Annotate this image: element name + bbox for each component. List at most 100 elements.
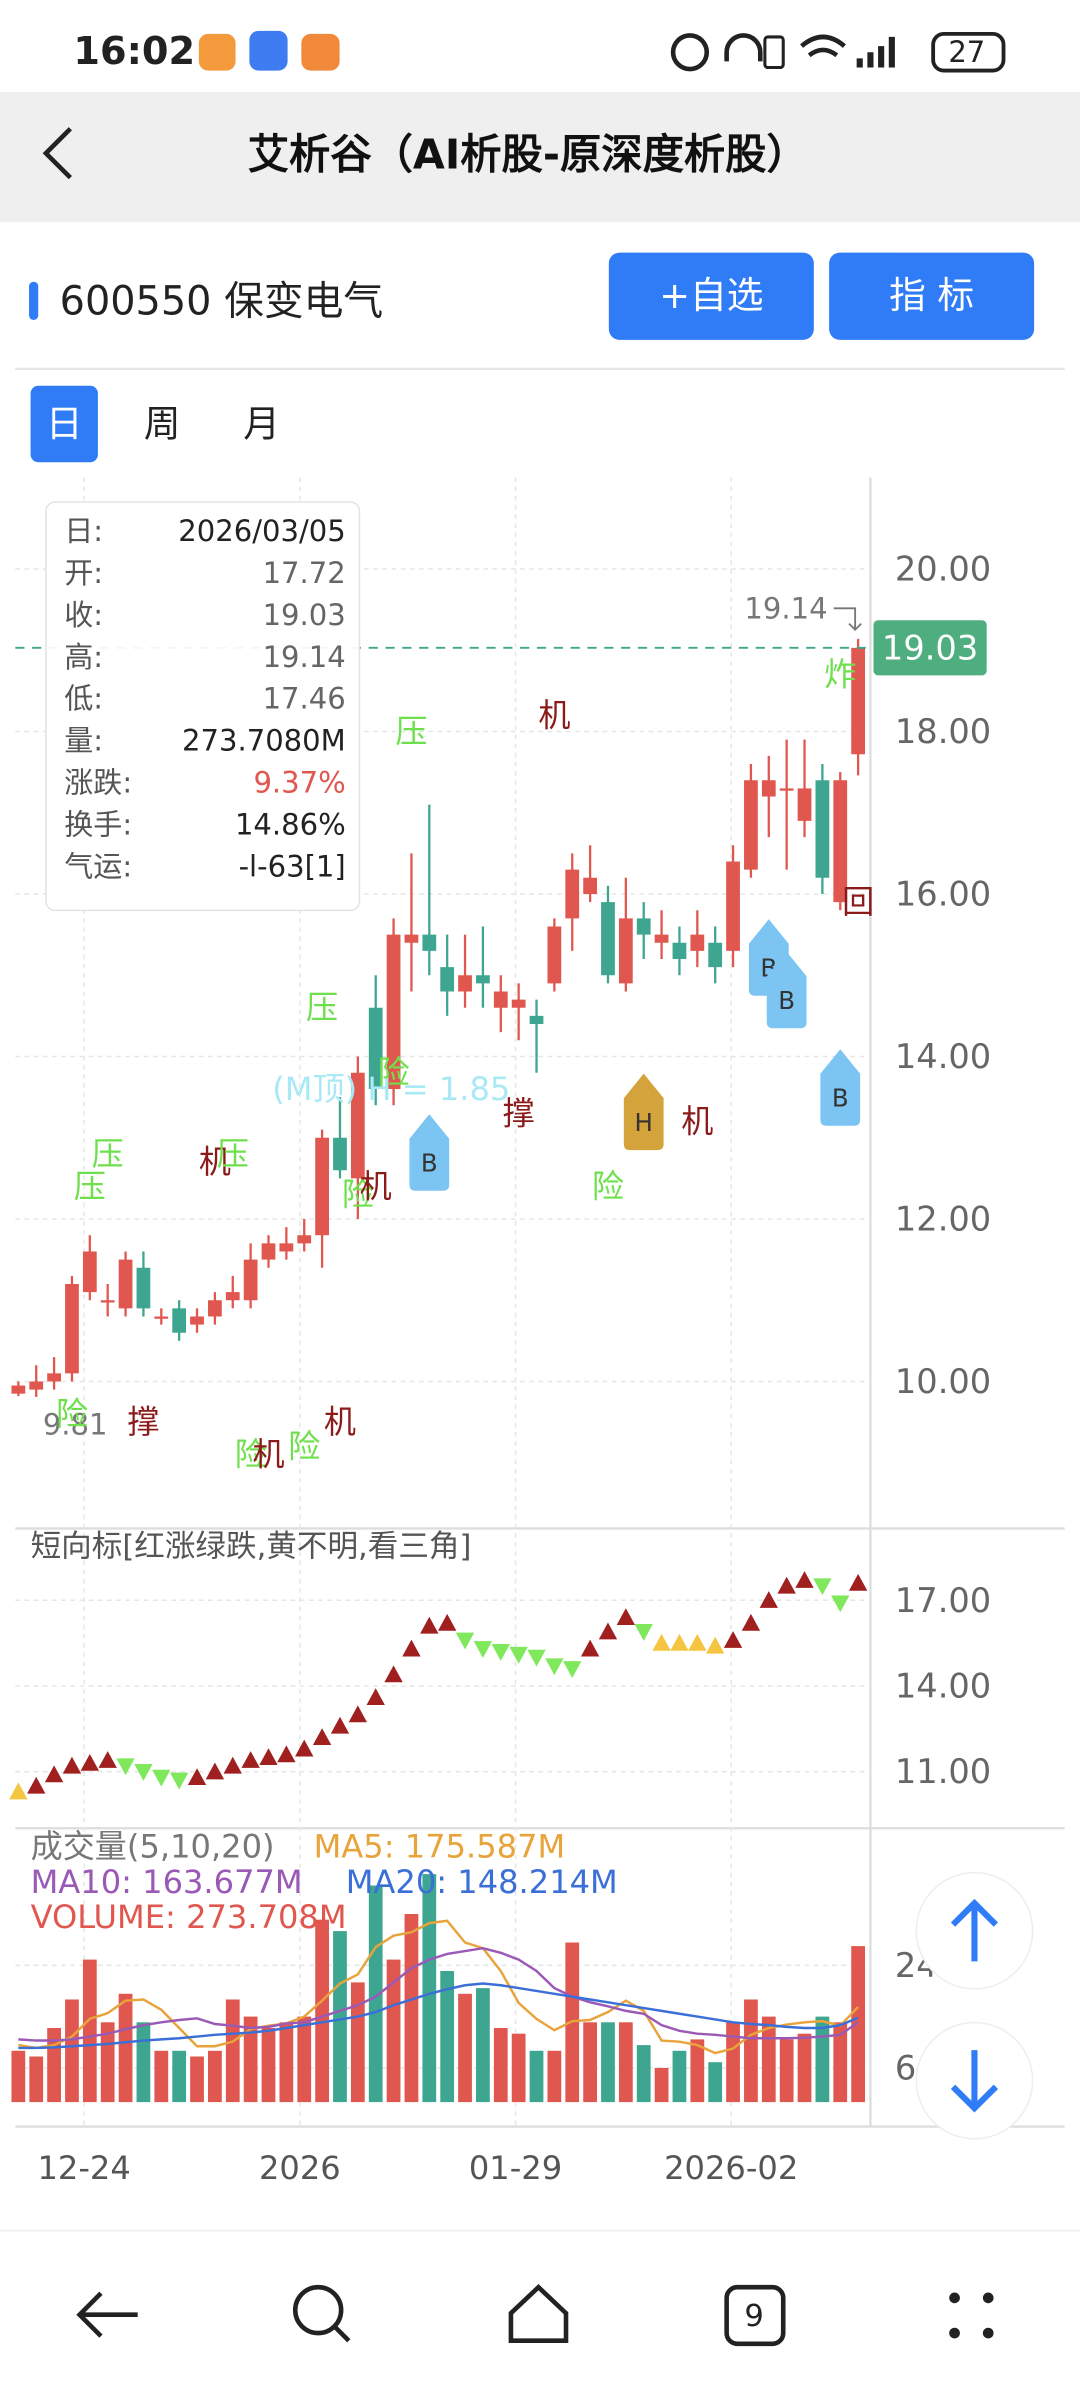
tooltip-label: 量: <box>64 724 103 758</box>
nav-back[interactable] <box>76 2291 138 2338</box>
candle-body <box>172 1308 187 1333</box>
candle-body <box>82 1251 97 1293</box>
battery-saver-icon <box>763 35 785 70</box>
signal-badge <box>409 1114 450 1191</box>
volume-bar <box>690 2039 705 2103</box>
trend-triangle <box>455 1632 475 1650</box>
signal-label: 机 <box>360 1167 392 1205</box>
indicator-button[interactable] <box>829 252 1035 340</box>
tooltip-value: 9.37% <box>253 766 345 800</box>
candle-body <box>583 877 597 895</box>
watchlist-button[interactable] <box>608 252 814 340</box>
headset-icon <box>724 33 763 62</box>
app-icon <box>249 30 288 71</box>
nav-tabs[interactable] <box>724 2284 786 2347</box>
moving-average-line <box>18 1946 859 2042</box>
candle-body <box>779 788 794 791</box>
volume-bar <box>511 2033 526 2103</box>
legend-entry: VOLUME: 273.708M <box>31 1898 347 1936</box>
y-tick-label: 18.00 <box>895 712 991 751</box>
volume-bar <box>315 1919 329 2103</box>
volume-bar <box>172 2050 187 2103</box>
tab-day[interactable] <box>30 385 98 463</box>
trend-triangle <box>634 1624 653 1641</box>
battery-level: 27 <box>948 35 985 69</box>
tooltip-label: 换手: <box>64 807 132 841</box>
volume-bar <box>297 2016 312 2103</box>
volume-bar <box>493 2027 508 2103</box>
up-arrow <box>950 1898 999 1962</box>
volume-bar <box>529 2050 544 2103</box>
alarm-icon <box>670 33 710 72</box>
clock: 16:02 <box>73 30 195 74</box>
volume-bar <box>261 2027 276 2103</box>
volume-bar <box>815 2016 830 2103</box>
candle-body <box>65 1283 79 1374</box>
moving-average-line <box>18 1982 859 2050</box>
volume-bar <box>458 1993 472 2103</box>
candle-body <box>833 780 848 903</box>
trend-triangle <box>509 1646 528 1664</box>
signal-label: 撑 <box>127 1403 159 1441</box>
tooltip-value: 273.7080M <box>182 724 346 758</box>
volume-bar <box>190 2056 204 2103</box>
tooltip-value: -l-63[1] <box>239 849 346 883</box>
nav-search[interactable] <box>292 2284 344 2336</box>
tooltip-label: 开: <box>64 556 103 590</box>
signal-label: 机 <box>538 696 570 734</box>
x-tick-label: 2026-02 <box>664 2149 798 2187</box>
volume-bar <box>618 2022 633 2103</box>
volume-bar <box>368 1885 383 2103</box>
volume-bar <box>797 2033 812 2103</box>
nav-home[interactable] <box>508 2284 569 2344</box>
candle-body <box>225 1292 240 1301</box>
signal-label: 炸 <box>824 656 856 694</box>
nav-menu[interactable] <box>949 2292 994 2339</box>
last-price-badge <box>873 620 987 676</box>
volume-bar <box>225 1999 240 2103</box>
volume-bar <box>833 2022 848 2103</box>
panel-title: 短向标[红涨绿跌,黄不明,看三角] <box>31 1529 472 1564</box>
trend-triangle <box>580 1639 600 1657</box>
trend-triangle <box>848 1573 868 1591</box>
signal-label: 险 <box>592 1167 624 1205</box>
back-button[interactable] <box>42 127 72 180</box>
y-tick-label: 17.00 <box>895 1581 991 1620</box>
trend-triangle <box>98 1751 117 1768</box>
trend-triangle <box>813 1578 832 1596</box>
candle-body <box>261 1243 276 1260</box>
x-tick-label: 01-29 <box>469 2149 562 2187</box>
trend-triangle <box>187 1768 207 1786</box>
candle-body <box>350 1072 365 1179</box>
trend-triangle <box>295 1739 314 1757</box>
candle-body <box>744 780 758 870</box>
last-price-label: 19.03 <box>882 628 978 667</box>
candle-body <box>690 934 705 951</box>
volume-bar <box>547 2050 562 2103</box>
trend-triangle <box>795 1571 814 1588</box>
tooltip-label: 高: <box>64 640 103 674</box>
trend-triangle <box>616 1608 636 1626</box>
candle-body <box>297 1235 312 1244</box>
trend-triangle <box>44 1765 64 1783</box>
candle-body <box>458 975 472 992</box>
signal-label: 险 <box>235 1436 267 1474</box>
tab-week[interactable]: 周 <box>144 402 181 445</box>
candle-body <box>654 934 669 943</box>
tab-month[interactable]: 月 <box>243 402 280 445</box>
signal-icon <box>856 36 895 68</box>
candle-body <box>529 1015 544 1024</box>
candle-body <box>476 975 490 984</box>
tooltip: 日: 2026/03/05 开: 17.72 收: 19.03 高: 19.14 低: 17.46… <box>45 501 361 912</box>
app-icon <box>198 33 236 71</box>
candle-body <box>404 934 419 943</box>
y-tick-label: 10.00 <box>895 1362 991 1401</box>
candle-body <box>279 1243 294 1252</box>
trend-triangle <box>563 1661 582 1679</box>
stock-accent <box>29 281 39 320</box>
candle-body <box>154 1316 169 1319</box>
signal-label: 压 <box>306 989 338 1027</box>
candle-body <box>601 902 615 976</box>
volume-bar <box>350 1982 365 2103</box>
